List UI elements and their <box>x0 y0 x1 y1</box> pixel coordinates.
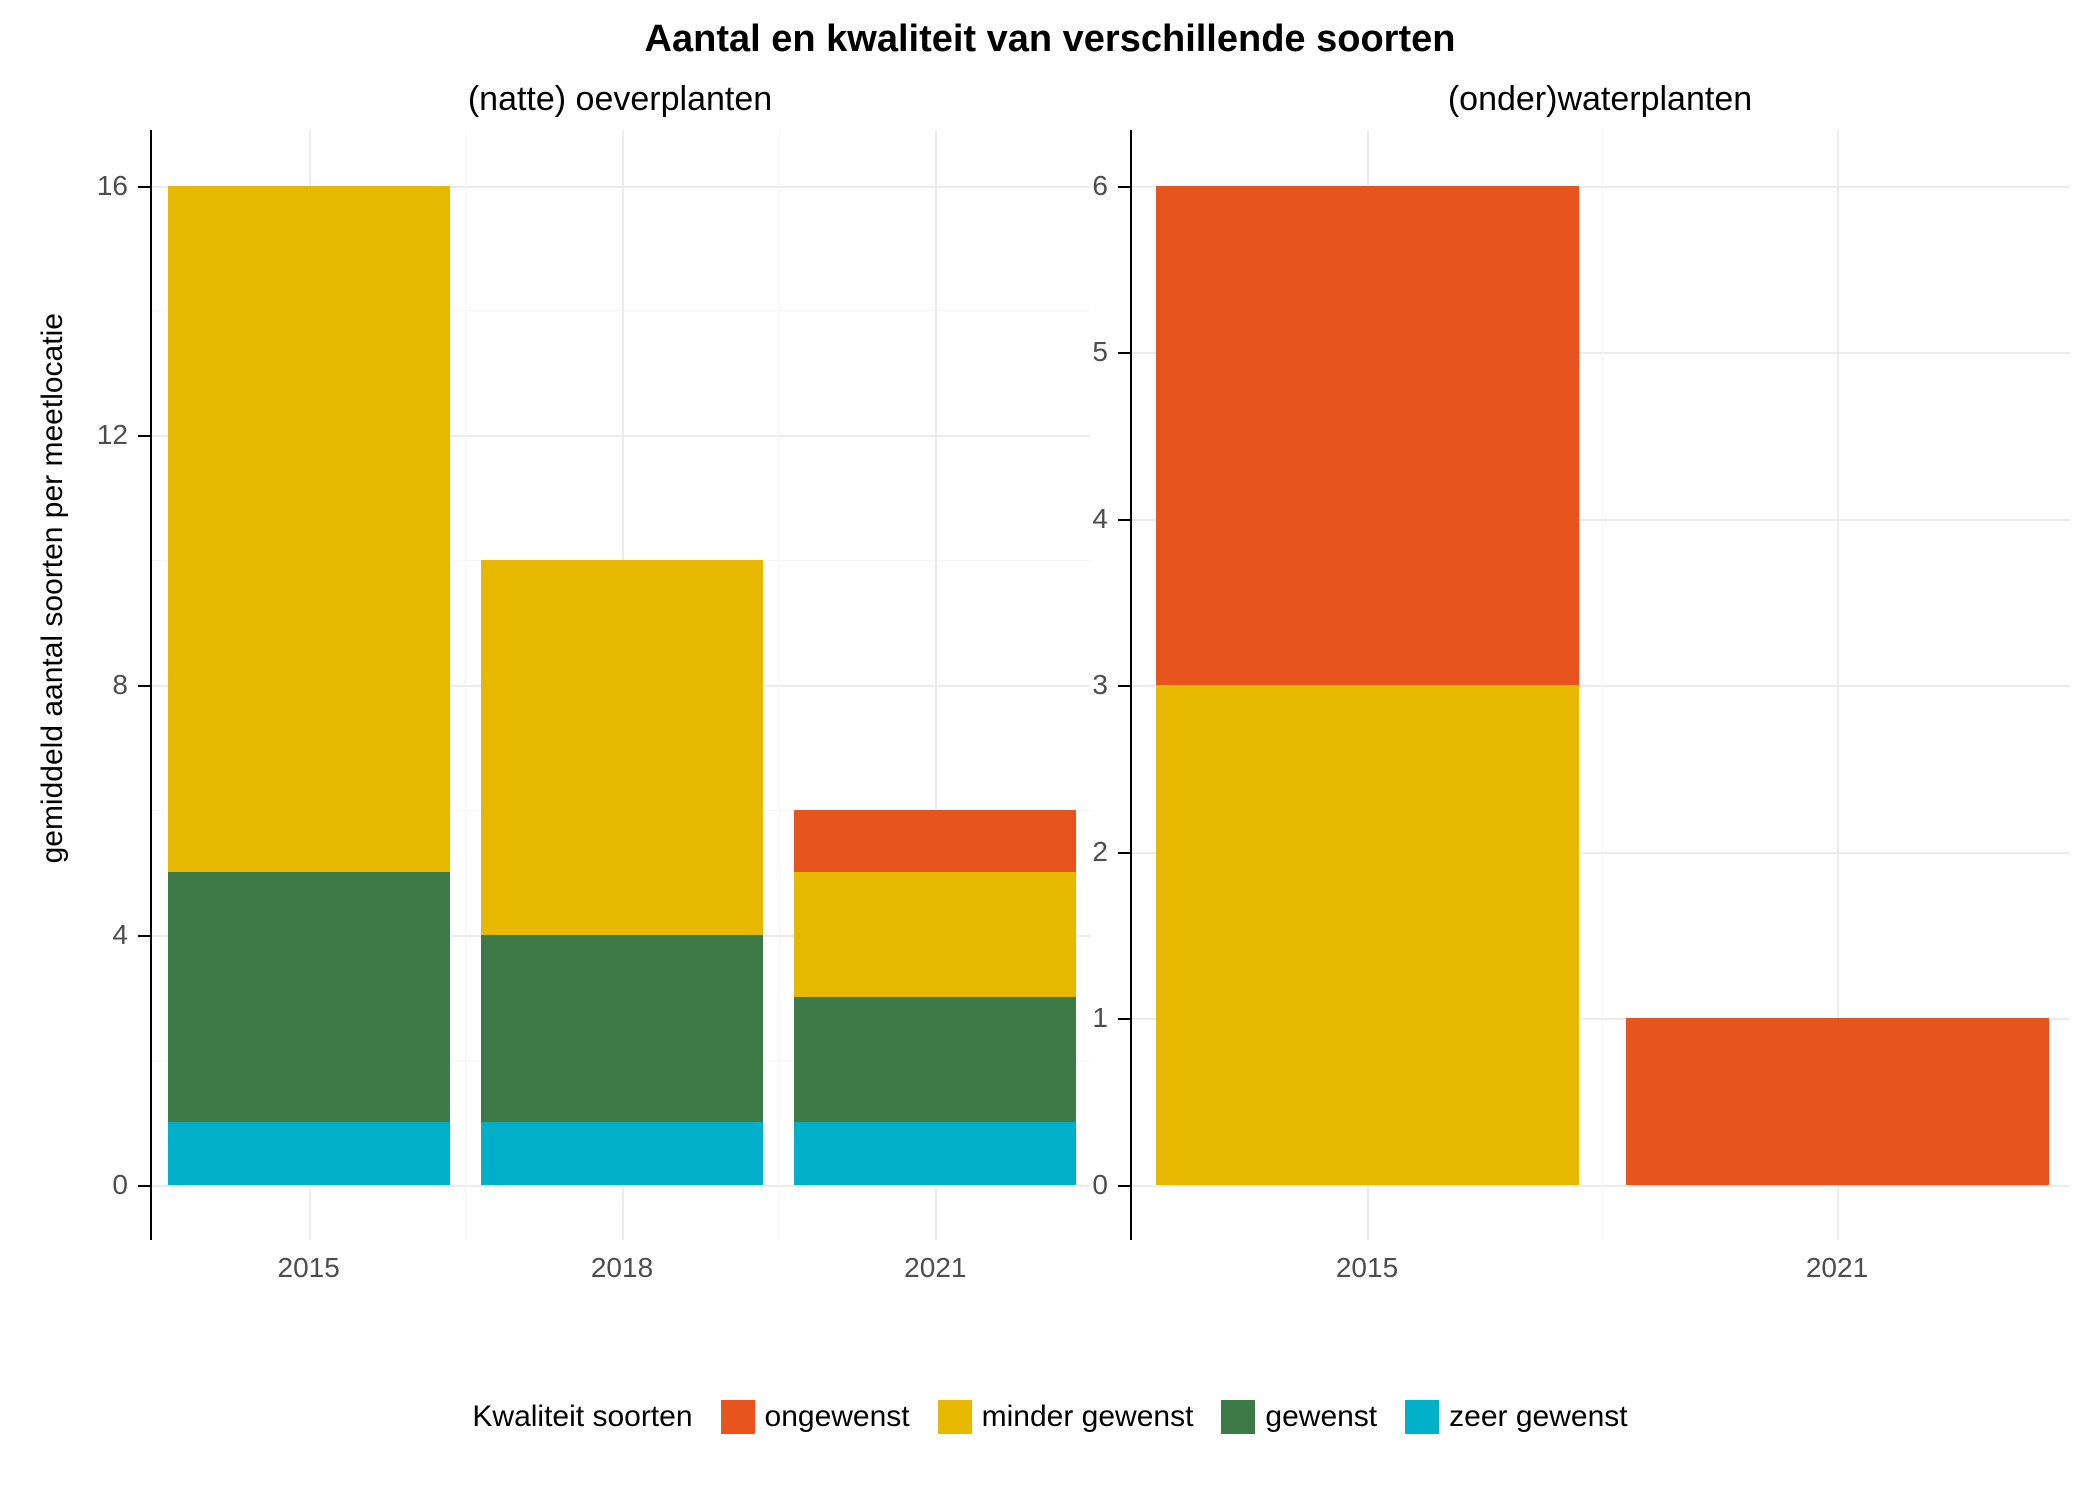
y-axis-label: gemiddeld aantal soorten per meetlocatie <box>36 117 70 1061</box>
bar-segment-minder_gewenst <box>794 872 1076 997</box>
y-tick-label: 12 <box>97 419 152 451</box>
bar-segment-gewenst <box>481 935 763 1122</box>
y-tick-label: 1 <box>1092 1002 1132 1034</box>
bar <box>794 810 1076 1185</box>
y-tick-label: 8 <box>112 669 152 701</box>
legend-label-ongewenst: ongewenst <box>765 1400 910 1434</box>
gridline-major-y <box>1132 1185 2070 1187</box>
bar-segment-gewenst <box>168 872 450 1122</box>
y-tick-label: 2 <box>1092 836 1132 868</box>
gridline-minor-x <box>779 130 780 1240</box>
y-tick-label: 5 <box>1092 336 1132 368</box>
x-tick-label: 2021 <box>1806 1240 1868 1284</box>
bar-segment-minder_gewenst <box>1156 685 1579 1185</box>
bar-segment-ongewenst <box>794 810 1076 872</box>
x-tick-label: 2015 <box>278 1240 340 1284</box>
plot-inner-right <box>1132 130 2070 1240</box>
legend-label-gewenst: gewenst <box>1265 1400 1377 1434</box>
bar-segment-gewenst <box>794 997 1076 1122</box>
plot-area-left: 0481216201520182021 <box>150 130 1090 1240</box>
y-tick-label: 0 <box>112 1169 152 1201</box>
bar <box>481 560 763 1184</box>
legend-item-zeer_gewenst: zeer gewenst <box>1405 1400 1627 1434</box>
bar-segment-zeer_gewenst <box>481 1122 763 1184</box>
bar-segment-ongewenst <box>1626 1018 2049 1185</box>
legend-swatch-gewenst <box>1221 1400 1255 1434</box>
legend-label-minder_gewenst: minder gewenst <box>982 1400 1194 1434</box>
plot-area-right: 012345620152021 <box>1130 130 2070 1240</box>
figure: Aantal en kwaliteit van verschillende so… <box>0 0 2100 1500</box>
main-title: Aantal en kwaliteit van verschillende so… <box>0 18 2100 61</box>
panel-title-left: (natte) oeverplanten <box>150 80 1090 119</box>
legend-label-zeer_gewenst: zeer gewenst <box>1449 1400 1627 1434</box>
bar <box>1156 186 1579 1185</box>
panel-right: (onder)waterplanten 012345620152021 <box>1130 130 2070 1240</box>
legend-item-gewenst: gewenst <box>1221 1400 1377 1434</box>
y-tick-label: 4 <box>1092 503 1132 535</box>
bar-segment-minder_gewenst <box>168 186 450 873</box>
y-tick-label: 4 <box>112 919 152 951</box>
plot-inner-left <box>152 130 1090 1240</box>
y-tick-label: 16 <box>97 170 152 202</box>
legend-item-ongewenst: ongewenst <box>721 1400 910 1434</box>
legend-swatch-zeer_gewenst <box>1405 1400 1439 1434</box>
gridline-minor-x <box>1602 130 1603 1240</box>
bar <box>1626 1018 2049 1185</box>
bar-segment-minder_gewenst <box>481 560 763 935</box>
bar <box>168 186 450 1185</box>
gridline-minor-x <box>465 130 466 1240</box>
legend-swatch-ongewenst <box>721 1400 755 1434</box>
legend-title: Kwaliteit soorten <box>472 1400 692 1434</box>
legend-swatch-minder_gewenst <box>938 1400 972 1434</box>
legend-item-minder_gewenst: minder gewenst <box>938 1400 1194 1434</box>
bar-segment-zeer_gewenst <box>168 1122 450 1184</box>
bar-segment-ongewenst <box>1156 186 1579 686</box>
x-tick-label: 2021 <box>904 1240 966 1284</box>
legend: Kwaliteit soorten ongewenst minder gewens… <box>260 1400 1840 1434</box>
gridline-major-y <box>152 1185 1090 1187</box>
y-tick-label: 0 <box>1092 1169 1132 1201</box>
y-tick-label: 6 <box>1092 170 1132 202</box>
x-tick-label: 2018 <box>591 1240 653 1284</box>
y-tick-label: 3 <box>1092 669 1132 701</box>
bar-segment-zeer_gewenst <box>794 1122 1076 1184</box>
panel-left: (natte) oeverplanten 0481216201520182021 <box>150 130 1090 1240</box>
panel-title-right: (onder)waterplanten <box>1130 80 2070 119</box>
x-tick-label: 2015 <box>1336 1240 1398 1284</box>
